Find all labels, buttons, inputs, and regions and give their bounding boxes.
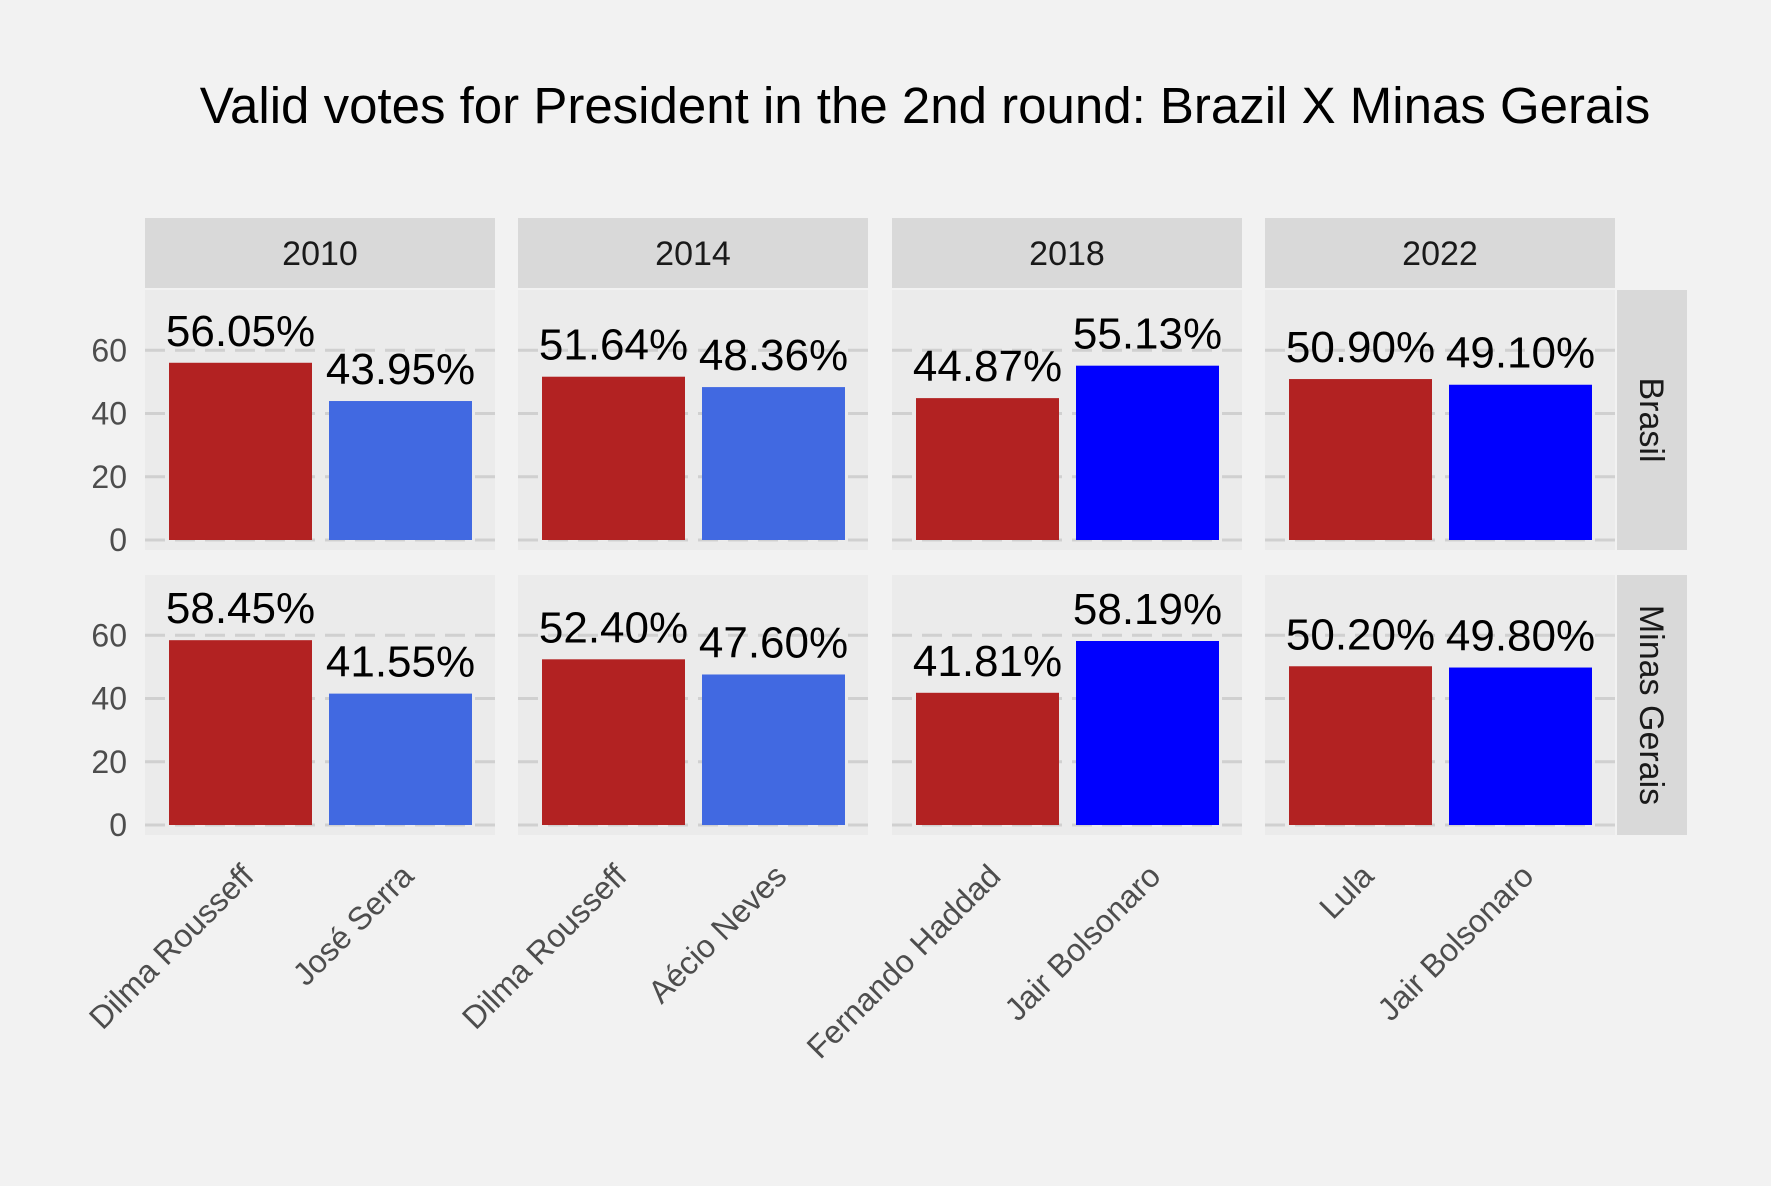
- bar-2018-minas-gerais-2: [1076, 641, 1219, 825]
- y-tick-label: 20: [91, 744, 127, 780]
- facet-strip-minas-gerais: [1617, 575, 1687, 835]
- data-label: 44.87%: [913, 342, 1062, 391]
- facet-strip-2018: [892, 218, 1242, 288]
- bar-2010-brasil-1: [169, 362, 312, 540]
- bar-2022-minas-gerais-1: [1289, 666, 1432, 825]
- facet-strip-2022: [1265, 218, 1615, 288]
- bar-2010-brasil-2: [329, 401, 472, 540]
- data-label: 56.05%: [166, 307, 315, 356]
- facet-strip-label-2018: 2018: [1029, 235, 1105, 273]
- y-tick-label: 0: [109, 807, 127, 843]
- bar-2014-minas-gerais-2: [702, 674, 845, 825]
- facet-strip-label-minas-gerais: Minas Gerais: [1632, 605, 1670, 805]
- bar-2022-brasil-1: [1289, 379, 1432, 540]
- x-tick-label: Jair Bolsonaro: [1370, 857, 1540, 1027]
- data-label: 49.10%: [1446, 329, 1595, 378]
- x-tick-label: Lula: [1312, 857, 1380, 925]
- x-tick-label: José Serra: [286, 857, 421, 992]
- bar-2014-brasil-1: [542, 376, 685, 540]
- facet-strip-2010: [145, 218, 495, 288]
- y-tick-label: 0: [109, 522, 127, 558]
- bar-2022-minas-gerais-2: [1449, 667, 1592, 825]
- bar-2018-minas-gerais-1: [916, 692, 1059, 825]
- data-label: 41.81%: [913, 637, 1062, 686]
- facet-strip-brasil: [1617, 290, 1687, 550]
- x-tick-label: Dilma Rousseff: [455, 857, 634, 1036]
- x-tick-label: Aécio Neves: [641, 857, 793, 1009]
- facet-strip-label-2022: 2022: [1402, 235, 1478, 273]
- bar-2014-brasil-2: [702, 387, 845, 540]
- data-label: 47.60%: [699, 618, 848, 667]
- y-tick-label: 20: [91, 459, 127, 495]
- facet-strip-label-brasil: Brasil: [1632, 377, 1670, 462]
- bar-2010-minas-gerais-1: [169, 640, 312, 825]
- data-label: 43.95%: [326, 345, 475, 394]
- y-tick-label: 60: [91, 332, 127, 368]
- bar-2014-minas-gerais-1: [542, 659, 685, 825]
- y-tick-label: 60: [91, 617, 127, 653]
- data-label: 48.36%: [699, 331, 848, 380]
- x-tick-label: Jair Bolsonaro: [997, 857, 1167, 1027]
- bar-2018-brasil-2: [1076, 365, 1219, 540]
- chart-title: Valid votes for President in the 2nd rou…: [200, 77, 1650, 134]
- x-tick-label: Fernando Haddad: [800, 857, 1008, 1065]
- data-label: 50.20%: [1286, 610, 1435, 659]
- facet-strip-label-2010: 2010: [282, 235, 358, 273]
- facet-strip-label-2014: 2014: [655, 235, 731, 273]
- data-label: 55.13%: [1073, 310, 1222, 359]
- data-label: 58.45%: [166, 584, 315, 633]
- data-label: 51.64%: [539, 321, 688, 370]
- bar-2022-brasil-2: [1449, 384, 1592, 540]
- data-label: 49.80%: [1446, 612, 1595, 661]
- bar-2010-minas-gerais-2: [329, 693, 472, 825]
- data-label: 58.19%: [1073, 585, 1222, 634]
- data-label: 50.90%: [1286, 323, 1435, 372]
- data-label: 52.40%: [539, 603, 688, 652]
- facet-strip-2014: [518, 218, 868, 288]
- data-label: 41.55%: [326, 638, 475, 687]
- y-tick-label: 40: [91, 396, 127, 432]
- bar-2018-brasil-1: [916, 398, 1059, 540]
- x-tick-label: Dilma Rousseff: [82, 857, 261, 1036]
- y-tick-label: 40: [91, 681, 127, 717]
